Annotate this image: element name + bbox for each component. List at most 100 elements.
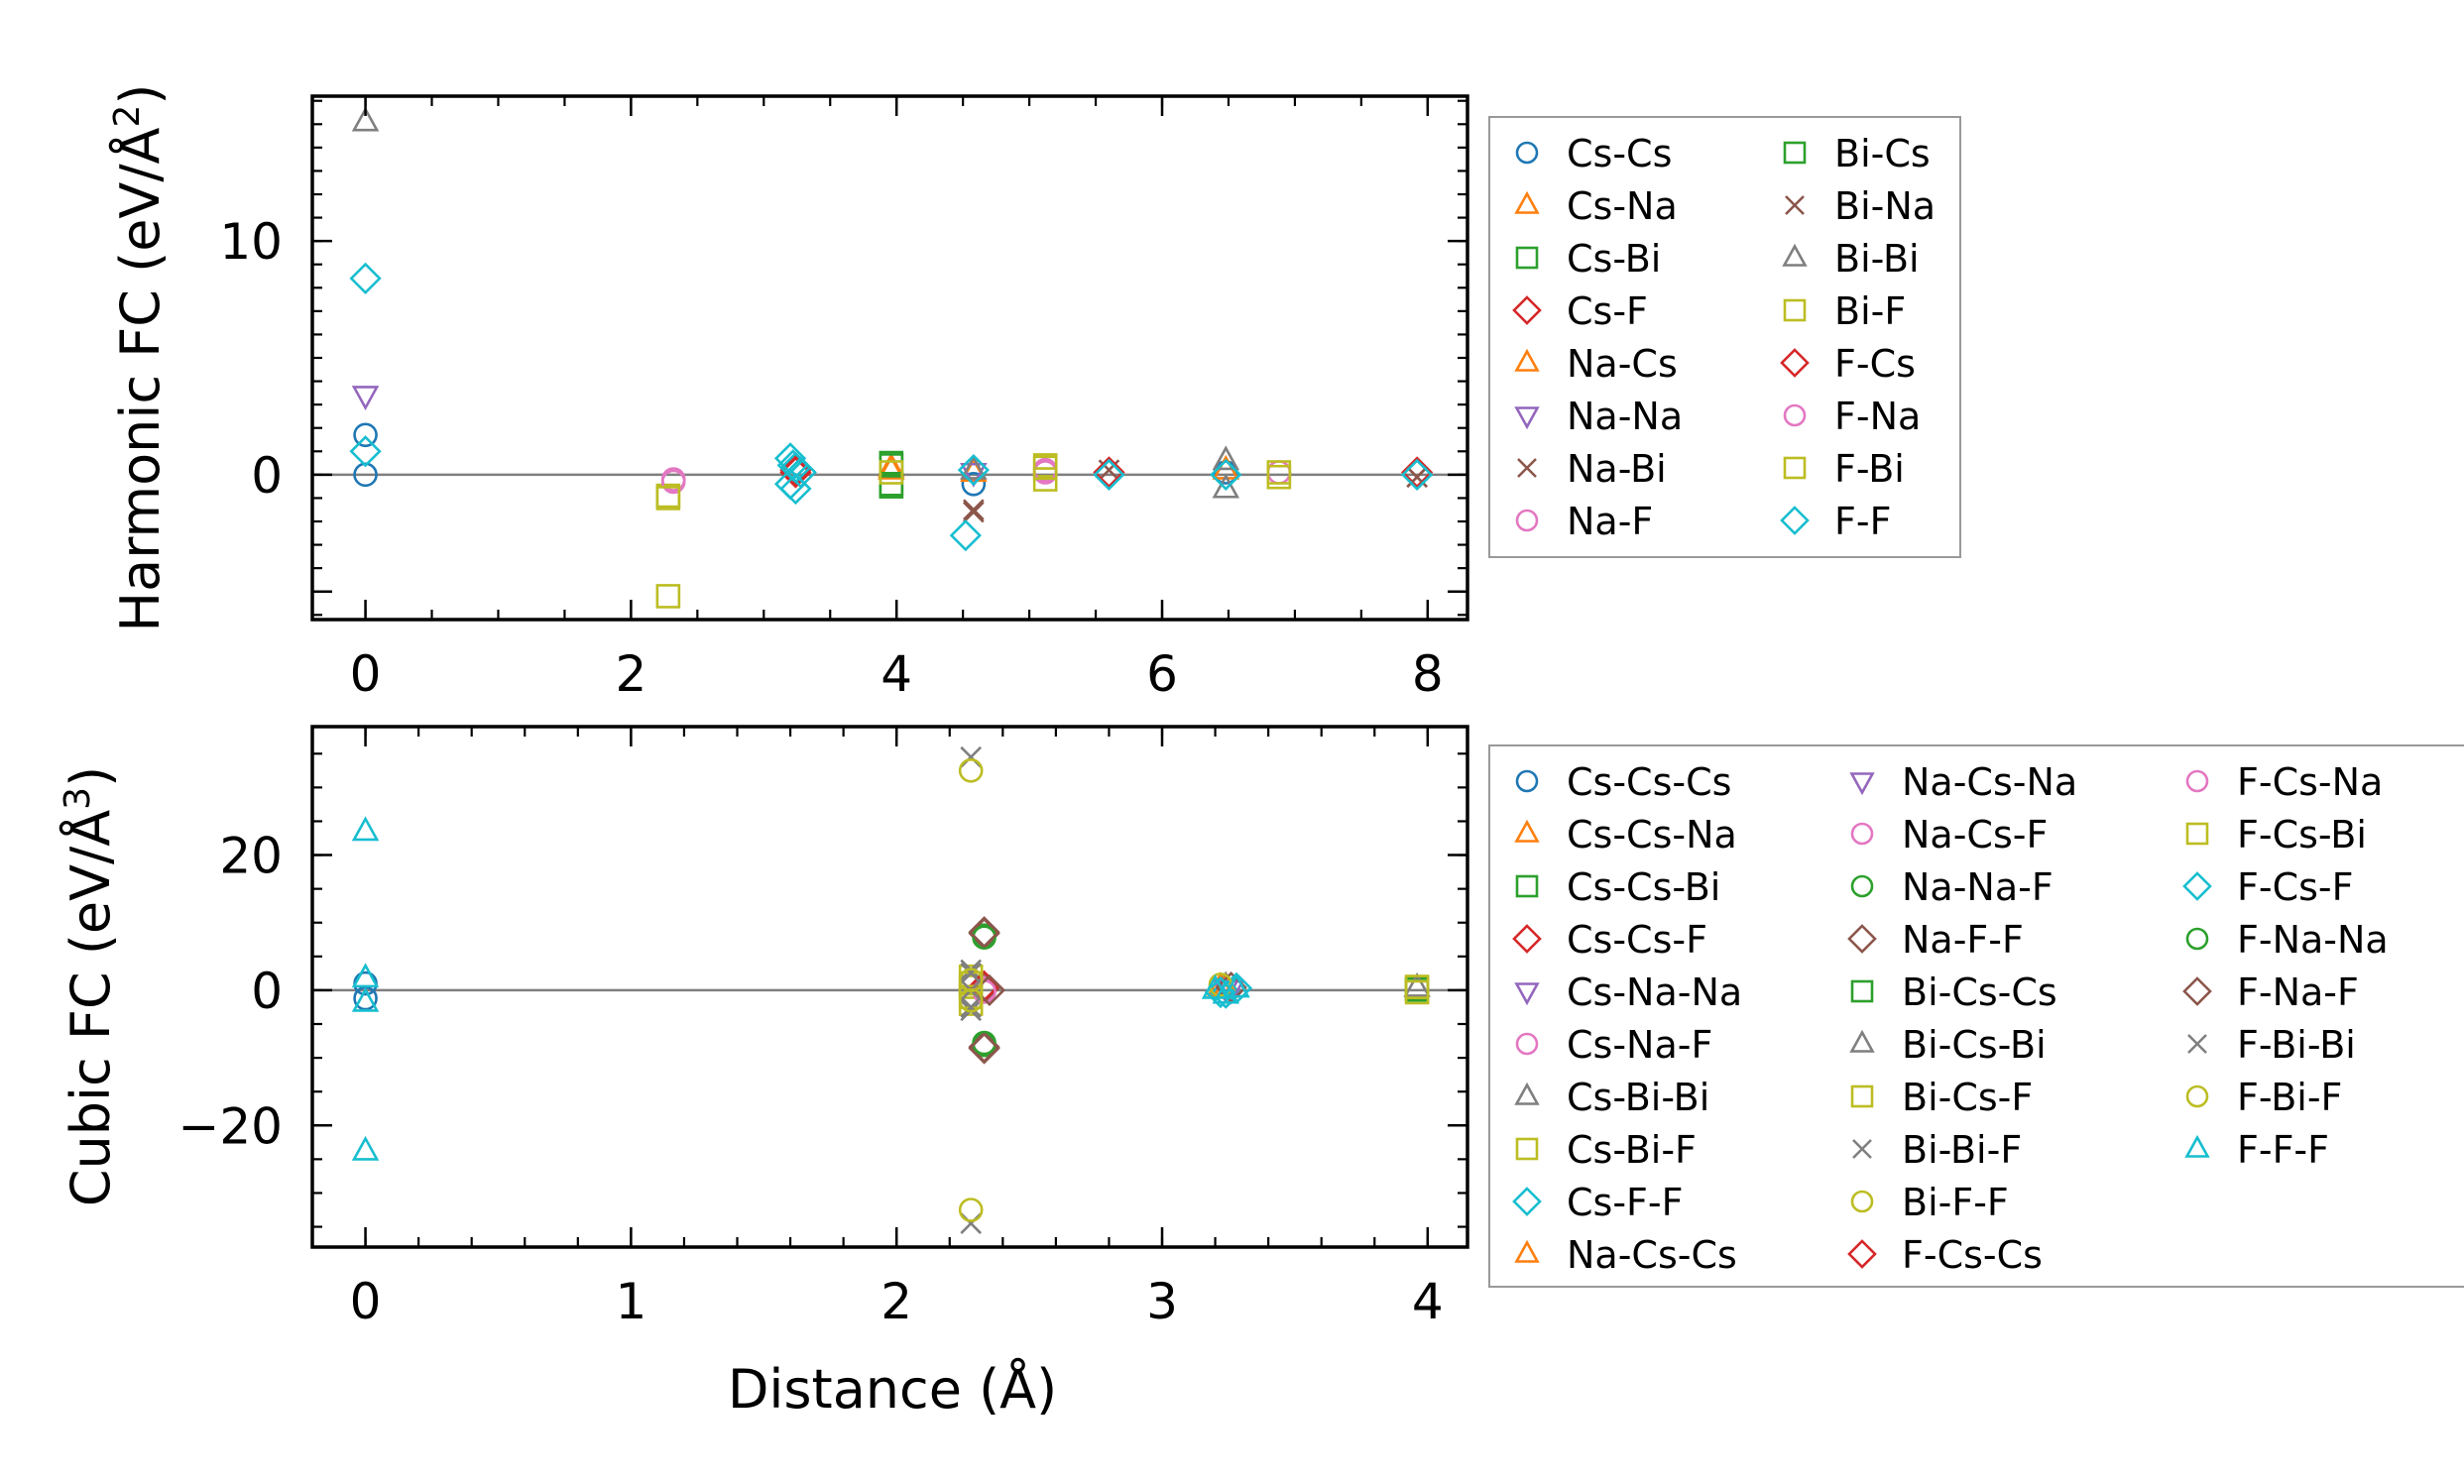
legend-marker — [1783, 141, 1807, 165]
legend-entry: Na-Cs-F — [1850, 813, 2048, 856]
legend-entry: Na-Cs — [1514, 342, 1678, 386]
legend-label: F-Cs-F — [2237, 865, 2353, 909]
x-tick-label: 3 — [1146, 1273, 1178, 1330]
legend-entry: F-Bi-Bi — [2187, 1023, 2356, 1067]
legend-marker — [1515, 1032, 1539, 1056]
legend-label: Bi-Na — [1834, 184, 1936, 228]
plot-frame — [310, 725, 1469, 1249]
data-point-bi-f — [879, 460, 904, 485]
data-point-f-f-f — [1212, 978, 1240, 1004]
data-point-f-cs — [779, 454, 812, 487]
legend-marker — [1515, 246, 1539, 270]
legend-label: Cs-Cs — [1567, 132, 1672, 175]
legend-marker — [1849, 772, 1875, 796]
legend-marker — [1515, 141, 1539, 165]
data-point-f-f-f — [351, 1135, 380, 1161]
legend-entry: Cs-Cs-Cs — [1515, 760, 1731, 804]
legend-label: Na-Na-F — [1902, 865, 2053, 909]
x-tick-label: 0 — [350, 645, 382, 703]
legend-marker — [1785, 195, 1805, 215]
data-point-f-na-f — [968, 1032, 1000, 1065]
legend-marker — [2185, 822, 2209, 846]
data-point-f-f — [1400, 458, 1434, 491]
legend-label: Bi-Bi — [1834, 237, 1920, 281]
legend-entry: F-F — [1780, 500, 1891, 543]
data-point-f-cs — [1093, 456, 1125, 489]
legend-label: Na-F-F — [1902, 918, 2024, 962]
data-point-f-na-na — [972, 1030, 997, 1056]
data-point-f-f — [776, 449, 809, 482]
data-point-na-cs — [878, 454, 905, 480]
data-point-f-bi — [655, 486, 681, 511]
data-point-bi-bi — [351, 106, 380, 132]
legend: Cs-Cs-Cs Cs-Cs-Na Cs-Cs-Bi Cs-Cs-F Cs-Na-Na C… — [1488, 744, 2464, 1288]
legend-entry: F-Na — [1783, 395, 1921, 438]
data-point-bi-f — [1266, 464, 1292, 490]
legend-entry: Cs-Na-Na — [1514, 970, 1742, 1014]
legend-entry: Cs-Bi-F — [1515, 1128, 1697, 1172]
data-point-f-f — [784, 456, 817, 489]
legend-label: F-Cs-Bi — [2237, 813, 2367, 856]
legend-label: F-Bi-Bi — [2237, 1023, 2356, 1067]
legend-entry: Bi-Cs-F — [1850, 1076, 2033, 1119]
legend-marker — [1850, 822, 1874, 846]
legend-marker — [1850, 874, 1874, 898]
legend-entry: F-Cs-Na — [2185, 760, 2383, 804]
legend-label: Na-Cs-Na — [1902, 760, 2077, 804]
legend-label: Bi-Cs — [1834, 132, 1931, 175]
legend-label: Na-Na — [1567, 395, 1683, 438]
data-point-f-f — [349, 262, 382, 294]
y-axis-title: Harmonic FC (eV/Å2) — [107, 84, 172, 632]
data-point-bi-cs-bi — [1403, 971, 1431, 997]
legend-marker — [1849, 1029, 1875, 1053]
legend-label: Na-Cs-F — [1902, 813, 2048, 856]
legend-entry: F-Cs-F — [2182, 865, 2353, 909]
data-point-f-bi-f — [958, 987, 984, 1013]
legend-marker — [1783, 403, 1807, 427]
data-point-f-na-na — [972, 925, 997, 951]
legend-marker — [1515, 509, 1539, 532]
legend-label: Bi-Cs-F — [1902, 1076, 2033, 1119]
legend-marker — [1512, 1187, 1542, 1216]
legend-label: Cs-Cs-Bi — [1567, 865, 1720, 909]
data-point-f-f — [1210, 458, 1242, 491]
legend-entry: Bi-Cs-Bi — [1849, 1023, 2047, 1067]
legend-entry: F-Na-F — [2182, 970, 2359, 1014]
legend-marker — [1514, 819, 1540, 843]
legend-label: Bi-Cs-Cs — [1902, 970, 2057, 1014]
y-tick-label: 0 — [251, 963, 283, 1020]
legend-label: F-Cs-Cs — [1902, 1233, 2043, 1277]
x-tick-label: 2 — [880, 1273, 912, 1330]
legend-label: Bi-F — [1834, 289, 1906, 333]
legend-marker — [1782, 243, 1808, 267]
legend-entry: Cs-Cs-Bi — [1515, 865, 1720, 909]
data-point-bi-bi — [960, 454, 988, 480]
legend-marker — [1512, 924, 1542, 954]
legend-marker — [2184, 1134, 2210, 1158]
x-tick-label: 6 — [1146, 645, 1178, 703]
data-point-f-f — [349, 435, 382, 468]
legend-label: F-Bi-F — [2237, 1076, 2342, 1119]
legend-label: Cs-Cs-F — [1567, 918, 1707, 962]
data-point-f-f — [773, 442, 807, 475]
legend-label: Cs-Na-Na — [1567, 970, 1742, 1014]
data-point-f-f — [957, 454, 991, 487]
data-point-f-f-f — [1223, 972, 1250, 998]
data-point-bi-bi-f — [960, 1212, 983, 1234]
data-point-bi-bi — [1212, 445, 1240, 471]
data-point-f-na-f — [968, 916, 1000, 949]
legend-entry: Cs-Cs-F — [1512, 918, 1707, 962]
data-point-na-bi — [963, 501, 985, 523]
legend-label: Bi-Cs-Bi — [1902, 1023, 2047, 1067]
legend-entry: Na-Na-F — [1850, 865, 2053, 909]
legend-entry: F-Cs — [1780, 342, 1916, 386]
legend-marker — [1514, 190, 1540, 214]
legend-marker — [1514, 982, 1540, 1006]
legend-entry: F-Na-Na — [2185, 918, 2389, 962]
legend-marker — [1514, 1082, 1540, 1105]
legend-entry: Na-F — [1515, 500, 1653, 543]
data-point-f-f-f — [351, 816, 380, 842]
data-point-bi-bi — [1212, 473, 1240, 499]
legend-marker — [1783, 298, 1807, 322]
